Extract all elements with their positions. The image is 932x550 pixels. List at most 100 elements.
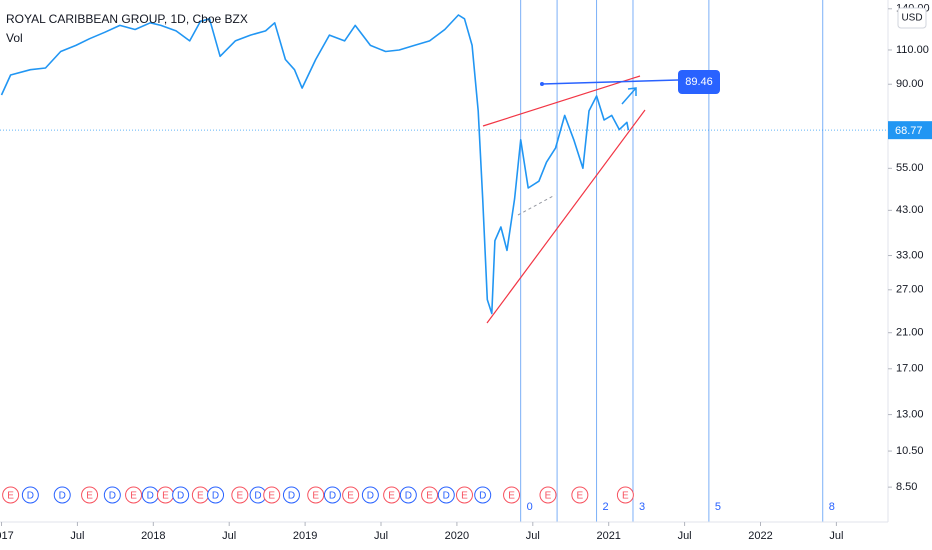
- y-tick-label: 21.00: [896, 327, 924, 339]
- event-marker: [323, 486, 341, 504]
- event-marker: [616, 486, 634, 504]
- event-label: E: [236, 491, 243, 502]
- target-anchor: [540, 82, 544, 86]
- x-tick-label: Jul: [222, 530, 236, 542]
- event-label: E: [197, 491, 204, 502]
- event-label: E: [268, 491, 275, 502]
- event-marker: [455, 486, 473, 504]
- event-label: E: [162, 491, 169, 502]
- event-marker: [125, 486, 143, 504]
- event-label: E: [461, 491, 468, 502]
- event-label: E: [347, 491, 354, 502]
- x-tick-label: 2020: [445, 530, 469, 542]
- event-label: D: [329, 491, 336, 502]
- target-label: 89.46: [685, 76, 713, 88]
- x-tick-label: Jul: [374, 530, 388, 542]
- y-tick-label: 33.00: [896, 249, 924, 261]
- y-tick-label: 10.50: [896, 445, 924, 457]
- event-marker: [421, 486, 439, 504]
- event-label: D: [177, 491, 184, 502]
- event-label: D: [443, 491, 450, 502]
- vertical-line-label: 2: [603, 501, 609, 513]
- drawings: [482, 75, 679, 324]
- chart-title: ROYAL CARIBBEAN GROUP, 1D, Cboe BZX: [6, 12, 248, 26]
- vertical-line-label: 8: [829, 501, 835, 513]
- event-label: D: [59, 491, 66, 502]
- event-label: E: [388, 491, 395, 502]
- event-marker: [282, 486, 300, 504]
- dashed-line: [517, 194, 556, 216]
- x-tick-label: 2022: [748, 530, 772, 542]
- chart-subtitle: Vol: [6, 31, 23, 45]
- target-box: [678, 70, 720, 94]
- event-marker: [474, 486, 492, 504]
- x-tick-label: Jul: [829, 530, 843, 542]
- y-tick-label: 43.00: [896, 204, 924, 216]
- event-marker: [2, 486, 20, 504]
- series: [0, 14, 630, 315]
- event-label: E: [622, 491, 629, 502]
- event-label: D: [109, 491, 116, 502]
- event-marker: [307, 486, 325, 504]
- vertical-line-label: 5: [715, 501, 721, 513]
- last-price-box: [888, 121, 932, 140]
- currency-label[interactable]: USD: [901, 13, 922, 24]
- event-label: E: [426, 491, 433, 502]
- event-marker: [361, 486, 379, 504]
- price-line: [0, 14, 630, 315]
- y-tick-label: 13.00: [896, 408, 924, 420]
- event-label: E: [312, 491, 319, 502]
- target-line: [541, 79, 679, 85]
- event-marker: [383, 486, 401, 504]
- axes: 8.50 10.50 13.00 17.00 21.00 27.00 33.00 43.00 5…: [0, 3, 932, 542]
- trend-line: [482, 75, 641, 127]
- event-label: D: [27, 491, 34, 502]
- event-marker: [172, 486, 190, 504]
- x-tick-label: 2018: [141, 530, 165, 542]
- event-label: D: [367, 491, 374, 502]
- event-marker: [399, 486, 417, 504]
- arrow: [621, 87, 637, 105]
- event-marker: [21, 486, 39, 504]
- event-label: D: [212, 491, 219, 502]
- event-label: D: [479, 491, 486, 502]
- y-tick-label: 110.00: [896, 44, 929, 56]
- vertical-line-label: 3: [639, 501, 645, 513]
- event-label: D: [147, 491, 154, 502]
- event-label: E: [577, 491, 584, 502]
- last-price-label: 68.77: [895, 125, 923, 137]
- x-tick-label: Jul: [678, 530, 692, 542]
- x-tick-label: 2021: [596, 530, 620, 542]
- currency-button[interactable]: [897, 7, 927, 29]
- x-tick-label: Jul: [70, 530, 84, 542]
- x-tick-label: Jul: [526, 530, 540, 542]
- x-tick-label: 2017: [0, 530, 14, 542]
- trend-line: [486, 109, 646, 324]
- x-tick-label: 2019: [293, 530, 317, 542]
- event-label: D: [405, 491, 412, 502]
- event-marker: [437, 486, 455, 504]
- event-label: E: [86, 491, 93, 502]
- event-marker: [81, 486, 99, 504]
- event-marker: [263, 486, 281, 504]
- event-marker: [207, 486, 225, 504]
- y-tick-label: 17.00: [896, 363, 924, 375]
- event-label: E: [545, 491, 552, 502]
- event-label: D: [254, 491, 261, 502]
- y-tick-label: 55.00: [896, 162, 924, 174]
- event-marker: [103, 486, 121, 504]
- vertical-line-label: 0: [527, 501, 533, 513]
- event-label: E: [7, 491, 14, 502]
- event-marker: [53, 486, 71, 504]
- event-label: E: [130, 491, 137, 502]
- event-marker: [342, 486, 360, 504]
- event-label: D: [288, 491, 295, 502]
- event-marker: [539, 486, 557, 504]
- y-tick-label: 27.00: [896, 284, 924, 296]
- event-marker: [571, 486, 589, 504]
- y-tick-label: 8.50: [896, 481, 917, 493]
- event-marker: [503, 486, 521, 504]
